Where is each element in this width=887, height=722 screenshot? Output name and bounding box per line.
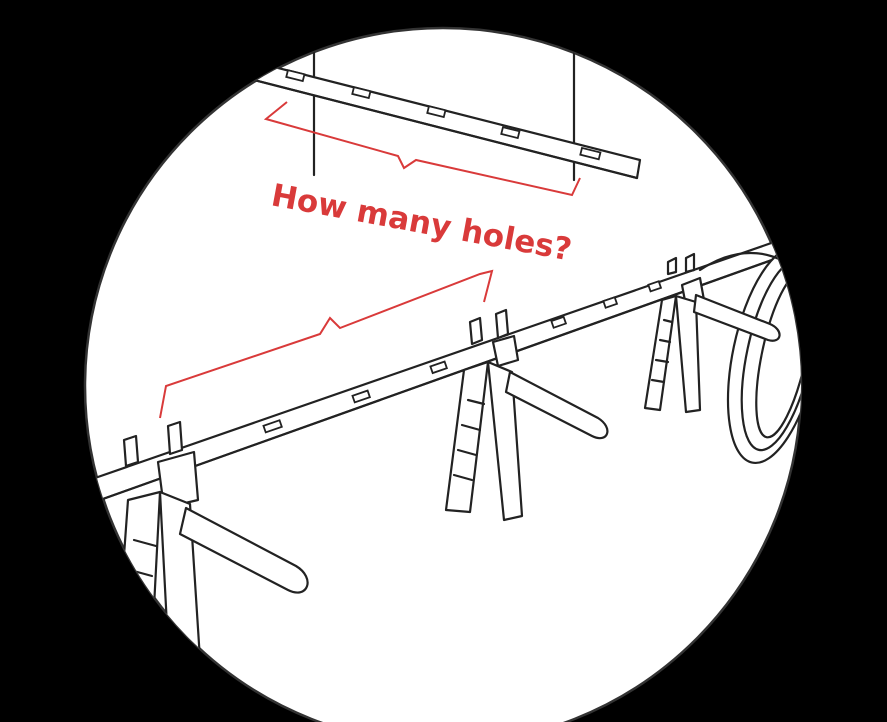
bottom-brace [159,269,494,419]
clamp-far [643,252,781,414]
clamp-middle [444,308,609,522]
bottom-strip-holes [262,280,663,434]
top-brace [263,101,581,197]
top-strip-holes [285,69,602,161]
